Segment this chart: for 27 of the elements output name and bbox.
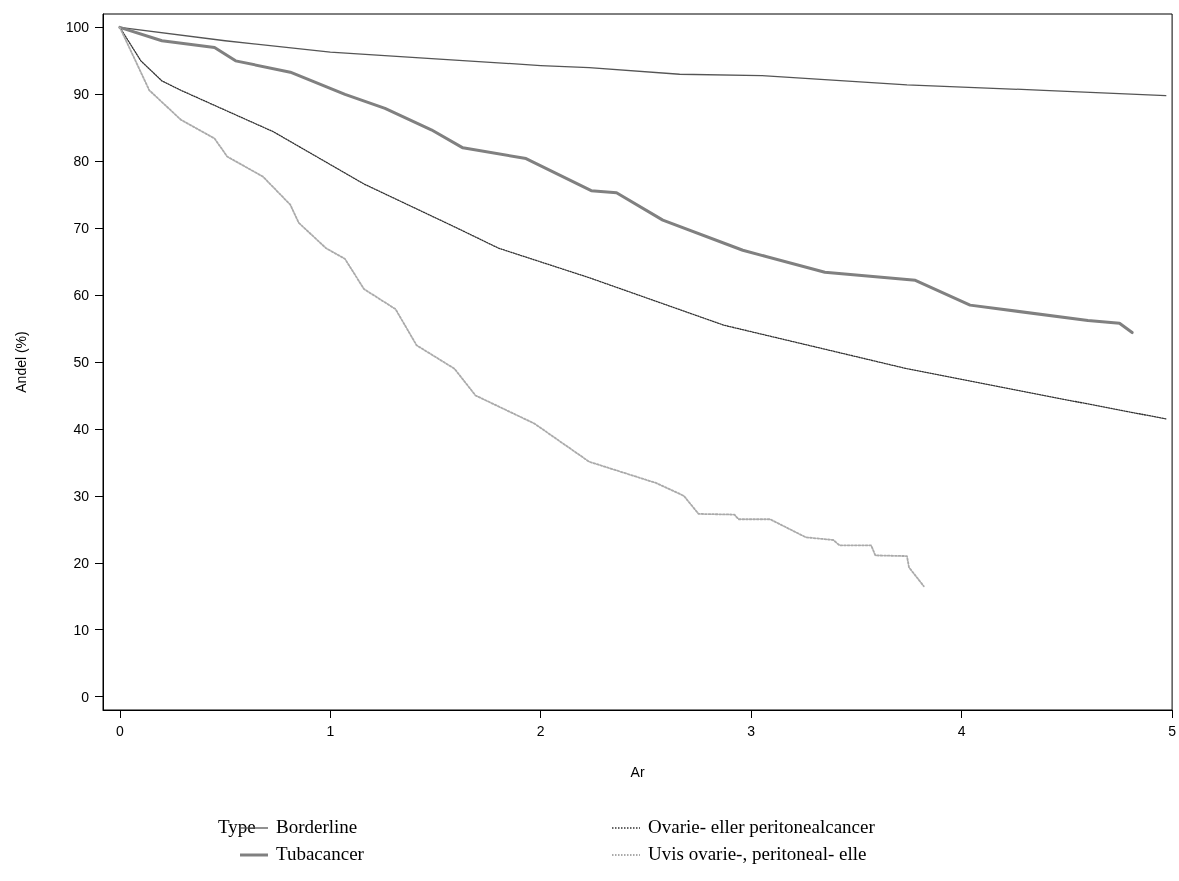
x-tick-label: 5 [1168,723,1177,739]
legend-title: Type [218,816,256,837]
y-tick-label: 70 [73,220,90,237]
y-tick-label: 80 [73,153,90,170]
y-tick-label: 20 [73,554,90,571]
y-axis-title: Andel (%) [13,331,29,393]
legend-label: Ovarie- eller peritonealcancer [648,816,876,837]
y-tick-label: 10 [73,621,90,638]
y-tick-label: 0 [81,688,90,705]
line-series [118,26,925,588]
y-tick-label: 100 [65,19,90,36]
y-tick-label: 40 [73,420,90,437]
legend-label: Borderline [276,816,358,837]
y-tick-label: 60 [73,287,90,304]
x-tick-label: 0 [115,723,124,739]
x-tick-label: 3 [747,723,756,739]
y-tick-label: 30 [73,487,90,504]
legend-label: Tubacancer [276,843,365,864]
line-series [119,26,1167,420]
x-tick-label: 4 [957,723,966,739]
y-tick-label: 90 [73,86,90,103]
y-tick-label: 50 [73,354,90,370]
x-tick-label: 1 [326,723,335,739]
x-axis-title: Ar [630,764,645,780]
legend-label: Uvis ovarie-, peritoneal- elle [648,843,867,864]
x-tick-label: 2 [536,723,545,739]
line-series [118,25,1134,335]
